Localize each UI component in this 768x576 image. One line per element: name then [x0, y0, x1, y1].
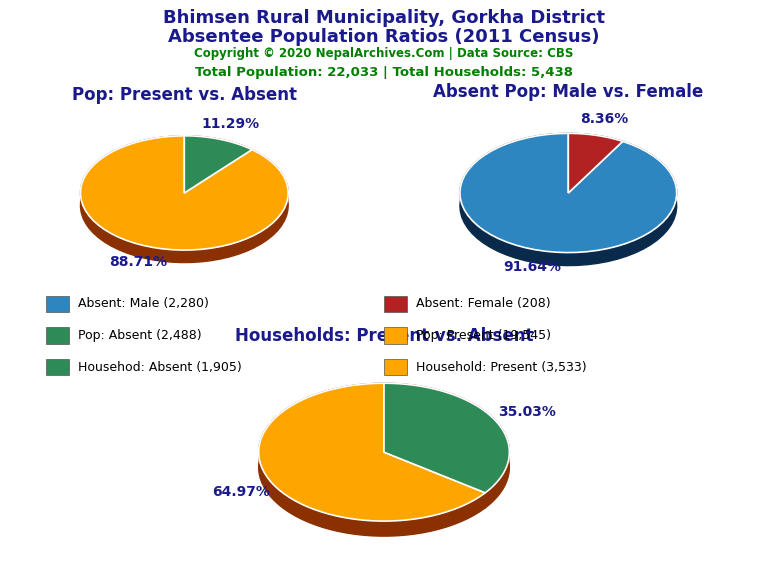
Polygon shape — [460, 133, 677, 266]
Text: Household: Present (3,533): Household: Present (3,533) — [416, 361, 587, 374]
Polygon shape — [568, 141, 623, 193]
Polygon shape — [81, 136, 288, 250]
Polygon shape — [384, 383, 509, 508]
Polygon shape — [184, 150, 252, 193]
Polygon shape — [568, 133, 623, 193]
Title: Households: Present vs. Absent: Households: Present vs. Absent — [235, 327, 533, 346]
Polygon shape — [460, 133, 677, 253]
Polygon shape — [384, 452, 485, 508]
Text: Absent: Female (208): Absent: Female (208) — [416, 297, 551, 310]
Text: Bhimsen Rural Municipality, Gorkha District: Bhimsen Rural Municipality, Gorkha Distr… — [163, 9, 605, 26]
Text: Total Population: 22,033 | Total Households: 5,438: Total Population: 22,033 | Total Househo… — [195, 66, 573, 79]
Text: 91.64%: 91.64% — [503, 260, 561, 274]
Title: Absent Pop: Male vs. Female: Absent Pop: Male vs. Female — [433, 82, 703, 101]
Polygon shape — [259, 383, 485, 536]
Polygon shape — [81, 136, 288, 263]
Text: Absent: Male (2,280): Absent: Male (2,280) — [78, 297, 209, 310]
Polygon shape — [184, 136, 252, 193]
Text: 88.71%: 88.71% — [109, 255, 167, 268]
Title: Pop: Present vs. Absent: Pop: Present vs. Absent — [72, 86, 296, 104]
Text: 35.03%: 35.03% — [498, 405, 556, 419]
Polygon shape — [184, 150, 252, 193]
Polygon shape — [184, 136, 252, 162]
Text: Absentee Population Ratios (2011 Census): Absentee Population Ratios (2011 Census) — [168, 28, 600, 46]
Text: Househod: Absent (1,905): Househod: Absent (1,905) — [78, 361, 242, 374]
Text: 11.29%: 11.29% — [201, 118, 260, 131]
Polygon shape — [259, 383, 485, 521]
Polygon shape — [384, 452, 485, 508]
Polygon shape — [384, 383, 509, 493]
Text: 8.36%: 8.36% — [581, 112, 628, 126]
Polygon shape — [568, 141, 623, 193]
Text: Pop: Absent (2,488): Pop: Absent (2,488) — [78, 329, 202, 342]
Text: Copyright © 2020 NepalArchives.Com | Data Source: CBS: Copyright © 2020 NepalArchives.Com | Dat… — [194, 47, 574, 60]
Polygon shape — [568, 133, 623, 154]
Text: 64.97%: 64.97% — [212, 485, 270, 499]
Text: Pop: Present (19,545): Pop: Present (19,545) — [416, 329, 551, 342]
